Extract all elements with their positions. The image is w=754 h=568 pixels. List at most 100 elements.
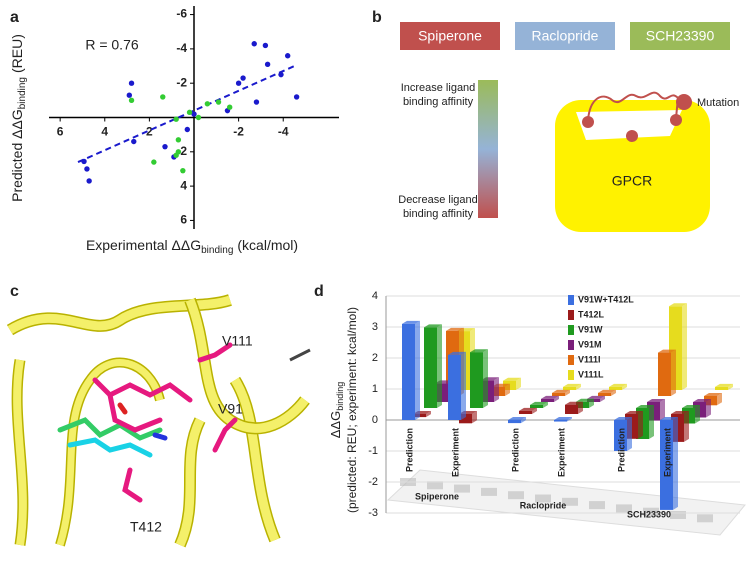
- x-tick-label: Prediction: [616, 428, 626, 472]
- bar: [508, 420, 521, 424]
- legend-label: Mutation: [697, 97, 739, 109]
- bar-top: [552, 389, 570, 393]
- point: [126, 92, 133, 98]
- receptor-label: GPCR: [612, 173, 652, 189]
- residue-label: V111: [222, 333, 253, 349]
- point: [264, 61, 271, 68]
- bar-side: [660, 399, 665, 421]
- bar-side: [415, 320, 420, 420]
- y-tick-label: -6: [176, 7, 187, 21]
- bar-top: [682, 405, 700, 408]
- bar: [565, 404, 578, 414]
- bar-top: [565, 401, 583, 405]
- bar-side: [494, 377, 499, 402]
- bar-top: [704, 393, 722, 396]
- ligand-name: Spiperone: [418, 28, 482, 44]
- point: [240, 75, 246, 81]
- panel-label: a: [10, 9, 19, 26]
- bar-top: [598, 389, 616, 393]
- bar: [519, 410, 532, 414]
- mutation-dot: [670, 114, 682, 126]
- ligand-stick: [57, 417, 163, 441]
- point: [253, 99, 260, 105]
- y-tick-label: -2: [368, 476, 378, 488]
- bar-side: [516, 377, 521, 390]
- legend-label: V111L: [578, 369, 604, 379]
- bar-side: [554, 395, 559, 402]
- ribbon: [289, 348, 311, 362]
- annotation: R = 0.76: [85, 37, 139, 53]
- bar-top: [587, 395, 605, 399]
- point: [262, 42, 269, 49]
- binding-pocket: [576, 110, 682, 140]
- residue-stick: [122, 467, 143, 503]
- ribbon: [185, 298, 309, 433]
- point: [86, 178, 92, 184]
- floor-tile: [535, 494, 551, 503]
- point: [175, 149, 182, 155]
- legend-label: V111I: [578, 354, 601, 364]
- bar: [563, 386, 576, 390]
- point: [180, 167, 186, 174]
- x-tick-label: Prediction: [510, 428, 520, 472]
- x-tick-label: 2: [146, 125, 153, 139]
- residue-label: V91: [218, 401, 243, 417]
- y-label-main: ΔΔG: [328, 411, 343, 438]
- bar-top: [658, 349, 676, 353]
- bar-side: [627, 417, 632, 451]
- bar-side: [426, 411, 431, 418]
- gradient-top-label: binding affinity: [403, 96, 474, 108]
- bar-top: [647, 399, 665, 402]
- bar-side: [649, 405, 654, 439]
- y-axis-label-2: (predicted: REU; experiment: kcal/mol): [345, 307, 359, 513]
- bar-top: [508, 417, 526, 420]
- diagram-b: Spiperone Raclopride SCH23390 Increase l…: [398, 22, 739, 232]
- point: [215, 99, 222, 105]
- bar-top: [446, 327, 464, 331]
- y-tick-label: -4: [176, 41, 187, 55]
- residue-stick: [197, 342, 233, 363]
- point: [226, 104, 233, 110]
- bar: [614, 420, 627, 451]
- bar: [554, 420, 567, 422]
- point: [278, 71, 284, 78]
- bar-top: [519, 407, 537, 411]
- bar-top: [402, 320, 420, 324]
- x-tick-label: Prediction: [404, 428, 414, 472]
- ligand-stick: [67, 437, 153, 458]
- y-axis-label: ΔΔGbinding: [328, 382, 345, 439]
- floor-tile: [562, 497, 578, 506]
- bar-top: [669, 303, 687, 307]
- bar: [658, 352, 671, 396]
- bar-side: [589, 398, 594, 408]
- floor-tile: [697, 514, 713, 523]
- x-axis-label: Experimental ΔΔGbinding (kcal/mol): [86, 237, 298, 256]
- bar-side: [483, 349, 488, 408]
- y-label-sub: binding: [335, 382, 345, 411]
- bar-top: [541, 395, 559, 399]
- ligand-name: SCH23390: [646, 28, 715, 44]
- legend-swatch: [568, 295, 574, 305]
- legend-label: V91W: [578, 324, 603, 334]
- atom: [117, 402, 128, 415]
- point: [160, 94, 166, 100]
- bar-side: [578, 401, 583, 414]
- ligand-box: [515, 22, 615, 50]
- point: [204, 101, 211, 107]
- bar-top: [448, 351, 466, 355]
- floor-tile: [427, 481, 443, 490]
- ribbon: [231, 377, 280, 542]
- legend-swatch: [568, 370, 574, 380]
- bar: [660, 420, 673, 510]
- x-tick-label: Experiment: [662, 428, 672, 477]
- legend-label: V91W+T412L: [578, 294, 634, 304]
- bar-top: [636, 405, 654, 408]
- bar-side: [461, 351, 466, 420]
- bar-side: [717, 393, 722, 406]
- ligand-box: [400, 22, 500, 50]
- ribbon: [175, 417, 205, 547]
- bar-side: [543, 401, 548, 408]
- legend-swatch: [568, 355, 574, 365]
- x-tick-label: Experiment: [556, 428, 566, 477]
- x-tick-label: -2: [233, 125, 244, 139]
